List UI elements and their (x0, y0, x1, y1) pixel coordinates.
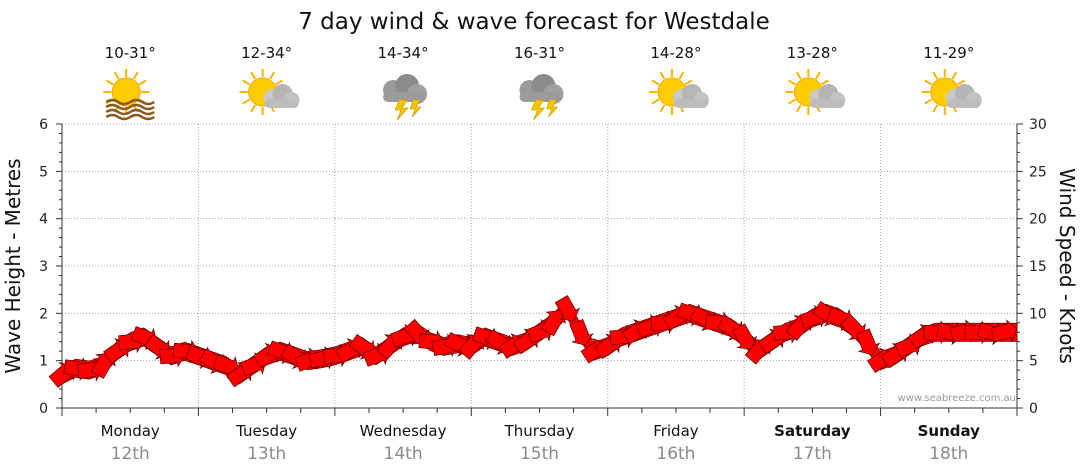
sun-ray (242, 79, 251, 86)
temperature-label: 12-34° (241, 44, 292, 62)
haze-icon (105, 103, 155, 111)
cloud-part-icon (673, 99, 708, 108)
cloud-part-icon (383, 92, 426, 102)
sun-ray (951, 71, 958, 80)
y-tick-label-left: 0 (39, 401, 48, 417)
day-label: Thursday (504, 422, 575, 440)
wind-arrow-point (541, 310, 567, 337)
sun-ray (932, 104, 939, 113)
sun-ray (924, 98, 933, 105)
date-label: 12th (111, 444, 150, 464)
cloud-part-icon (810, 99, 845, 108)
partly-cloudy-icon (785, 69, 846, 115)
sun-ray (132, 71, 139, 80)
cloud-part-icon (946, 99, 981, 108)
thunderstorm-icon (383, 74, 428, 121)
date-label: 17th (793, 444, 832, 464)
partly-cloudy-icon (648, 69, 709, 115)
y-tick-label-left: 2 (39, 306, 48, 322)
y-axis-label-left: Wave Height - Metres (1, 158, 25, 373)
sun-ray (787, 98, 796, 105)
y-tick-label-left: 3 (39, 259, 48, 275)
sunny-haze-icon (103, 69, 155, 121)
wind-arrow-point (554, 295, 581, 322)
sun-ray (269, 71, 276, 80)
date-label: 14th (384, 444, 423, 464)
temperature-label: 10-31° (105, 44, 156, 62)
day-label: Monday (101, 422, 160, 440)
sun-ray (659, 71, 666, 80)
wind-arrow-point (732, 323, 758, 350)
haze-icon (105, 108, 155, 116)
haze-icon (105, 113, 155, 121)
day-label: Tuesday (235, 422, 297, 440)
temperature-label: 11-29° (923, 44, 974, 62)
sun-ray (932, 71, 939, 80)
lightning-icon (531, 99, 546, 121)
date-label: 18th (929, 444, 968, 464)
sun-ray (113, 71, 120, 80)
sun-ray (957, 79, 966, 86)
y-axis-label-right: Wind Speed - Knots (1055, 168, 1079, 364)
y-tick-label-right: 30 (1029, 117, 1047, 133)
wind-arrow-point (990, 319, 1018, 343)
wind-arrow-point (855, 328, 881, 356)
sun-ray (651, 98, 660, 105)
lightning-icon (409, 99, 422, 118)
cloud-part-icon (519, 92, 562, 102)
sun-disc (111, 77, 141, 107)
temperature-label: 14-34° (378, 44, 429, 62)
sun-ray (250, 104, 257, 113)
y-tick-label-right: 5 (1029, 354, 1038, 370)
sun-ray (242, 98, 251, 105)
y-tick-label-left: 4 (39, 212, 48, 228)
y-tick-label-left: 6 (39, 117, 48, 133)
sun-ray (275, 79, 284, 86)
sun-ray (651, 79, 660, 86)
wind-arrow-point (569, 319, 594, 346)
sun-ray (814, 71, 821, 80)
day-label: Wednesday (360, 422, 447, 440)
partly-cloudy-icon (239, 69, 300, 115)
y-tick-label-right: 15 (1029, 259, 1047, 275)
day-label: Saturday (774, 422, 851, 440)
sun-ray (787, 79, 796, 86)
y-tick-label-left: 5 (39, 164, 48, 180)
sun-ray (250, 71, 257, 80)
day-label: Friday (653, 422, 699, 440)
partly-cloudy-icon (921, 69, 982, 115)
thunderstorm-icon (519, 74, 564, 121)
y-tick-label-right: 25 (1029, 164, 1047, 180)
sun-ray (924, 79, 933, 86)
cloud-part-icon (264, 99, 299, 108)
y-tick-label-left: 1 (39, 354, 48, 370)
sun-ray (678, 71, 685, 80)
credit-text: www.seabreeze.com.au (898, 393, 1016, 404)
y-tick-label-right: 20 (1029, 212, 1047, 228)
temperature-label: 16-31° (514, 44, 565, 62)
sun-ray (659, 104, 666, 113)
lightning-icon (394, 99, 409, 121)
sun-ray (105, 79, 114, 86)
y-tick-label-right: 0 (1029, 401, 1038, 417)
y-tick-label-right: 10 (1029, 306, 1047, 322)
sun-ray (684, 79, 693, 86)
sun-ray (795, 71, 802, 80)
temperature-label: 13-28° (787, 44, 838, 62)
temperature-label: 14-28° (650, 44, 701, 62)
sun-ray (138, 79, 147, 86)
haze-icon (105, 98, 155, 106)
day-label: Sunday (918, 422, 981, 440)
chart-title: 7 day wind & wave forecast for Westdale (298, 9, 770, 35)
date-label: 15th (520, 444, 559, 464)
date-label: 13th (247, 444, 286, 464)
sun-ray (820, 79, 829, 86)
lightning-icon (546, 99, 559, 118)
sun-ray (795, 104, 802, 113)
date-label: 16th (656, 444, 695, 464)
